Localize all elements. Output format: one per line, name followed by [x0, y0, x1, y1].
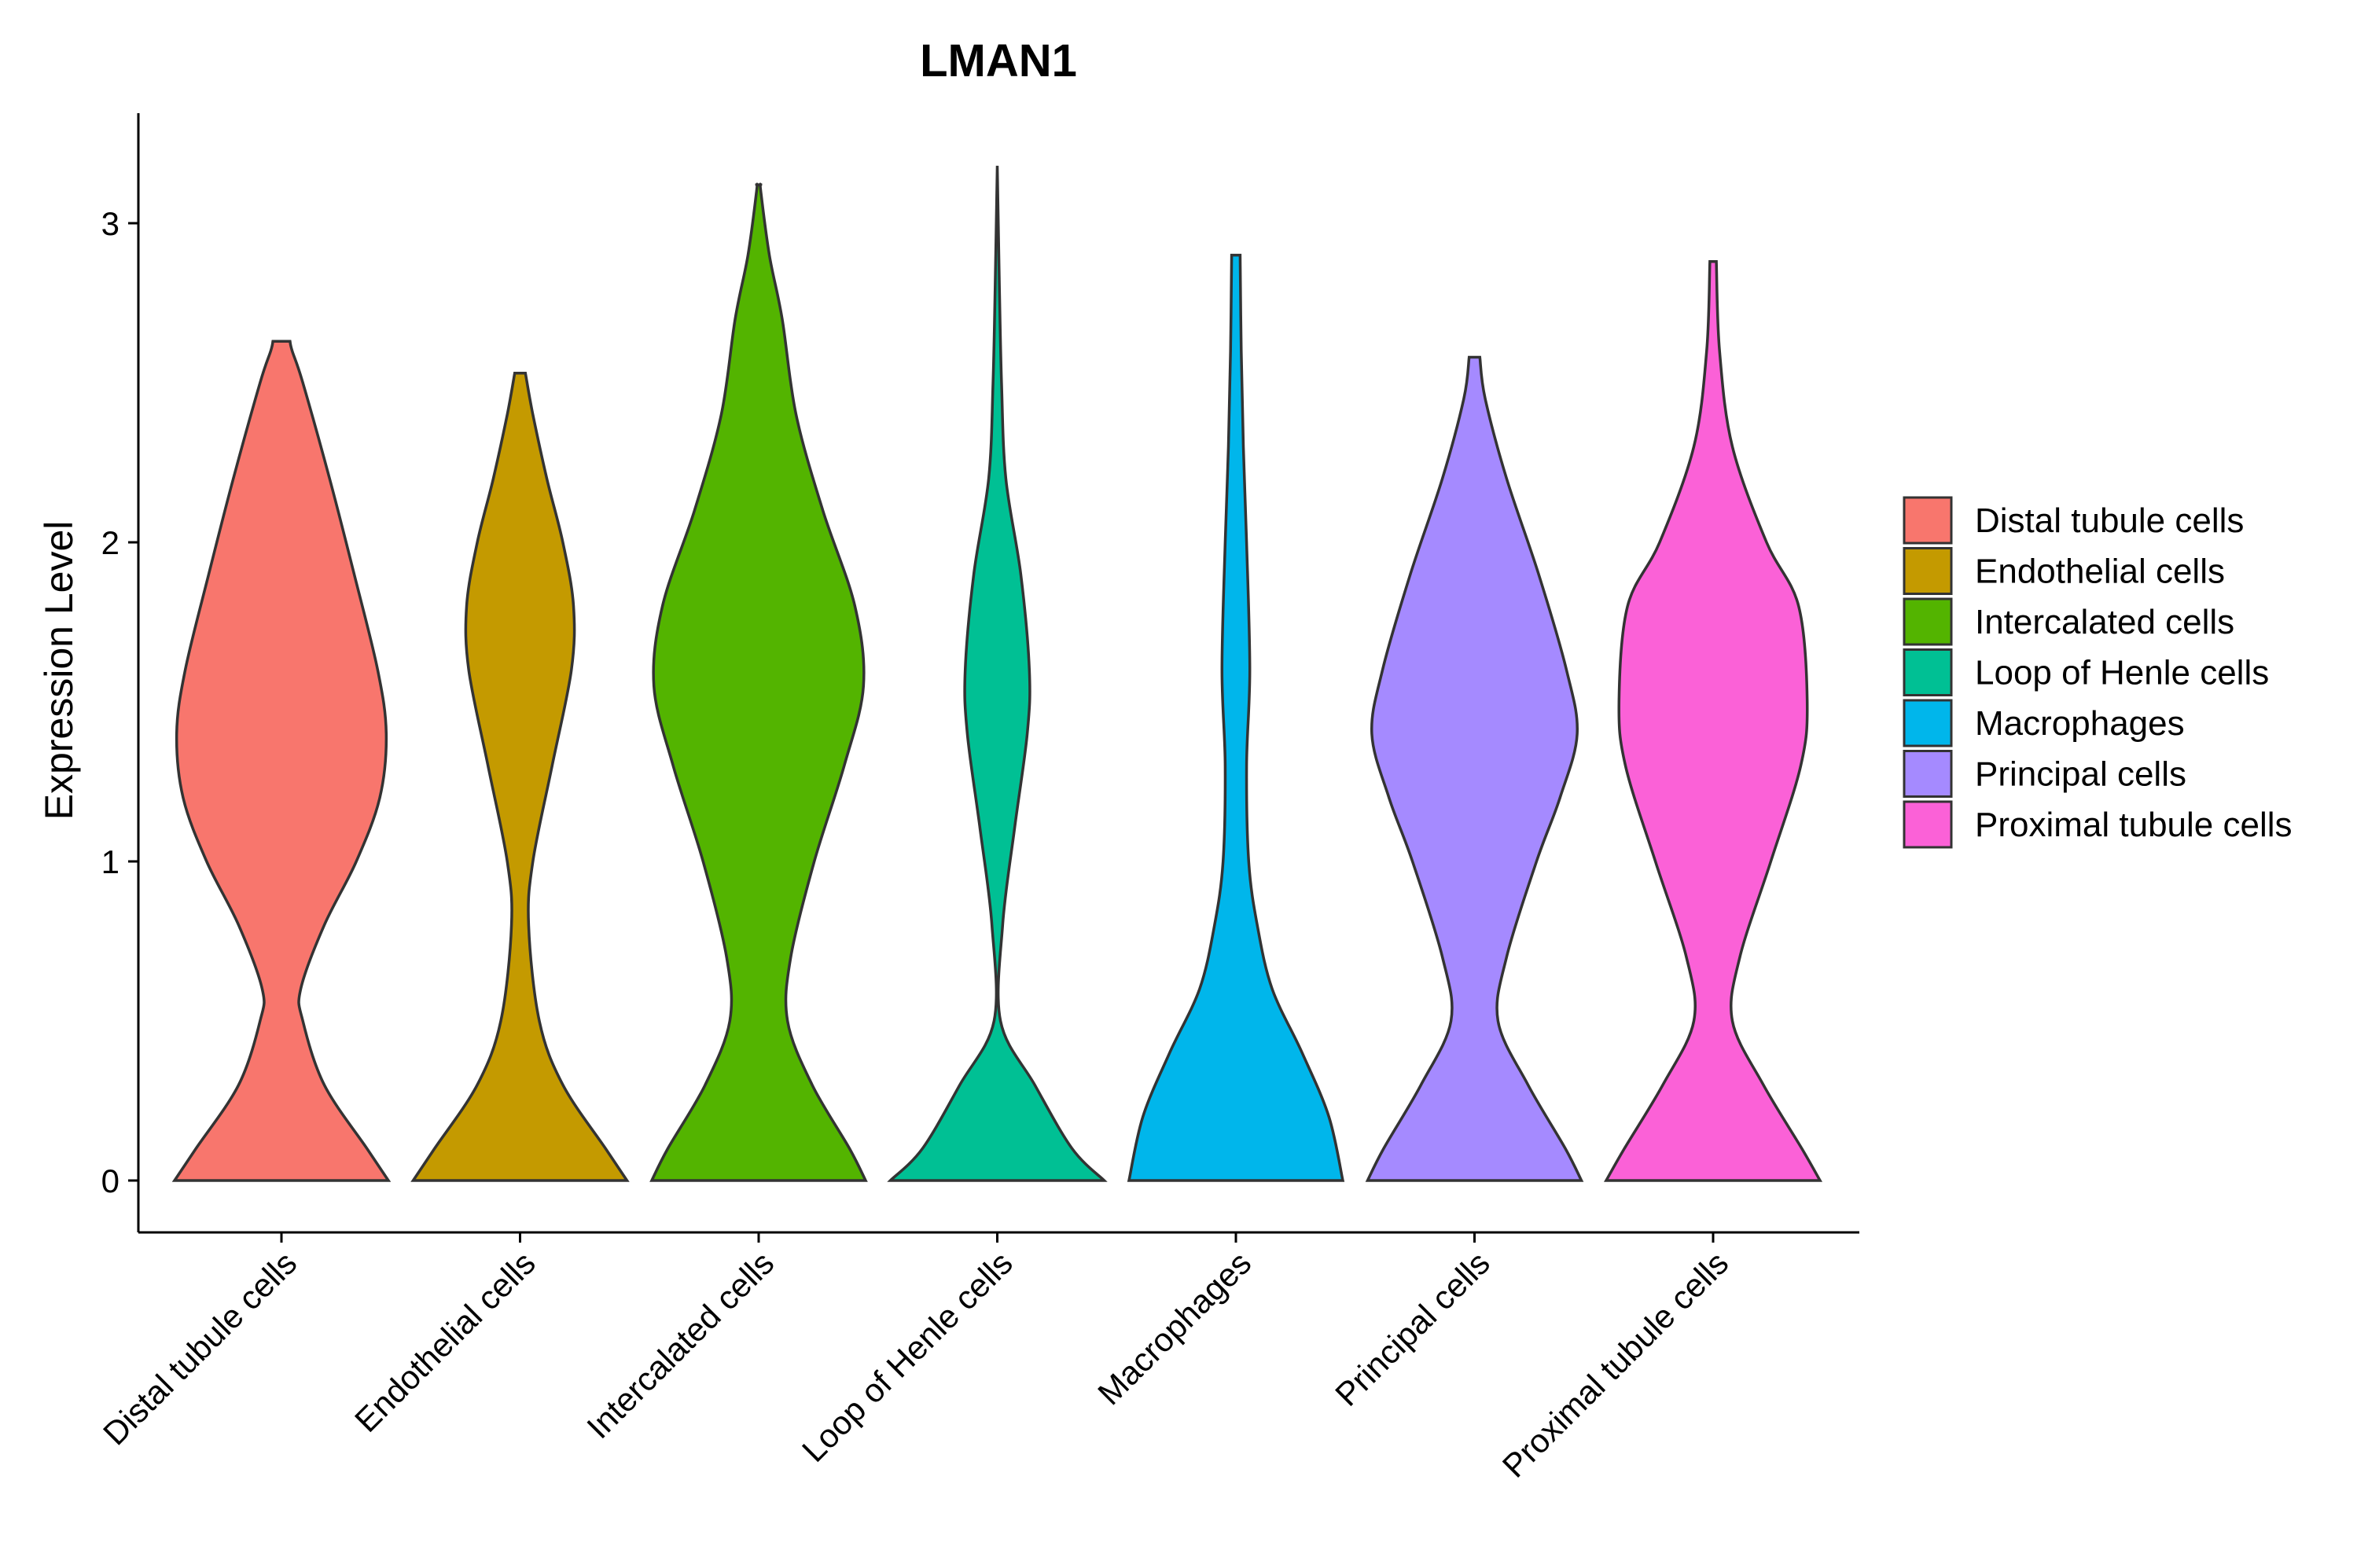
legend-key-loop-of-henle-cells: [1903, 648, 1953, 696]
y-axis-title: Expression Level: [37, 521, 81, 821]
violin-intercalated-cells: [649, 182, 868, 1182]
legend-key-endothelial-cells: [1903, 547, 1953, 595]
x-tick-label-distal-tubule-cells: Distal tubule cells: [96, 1244, 303, 1452]
x-tick-label-loop-of-henle-cells: Loop of Henle cells: [795, 1244, 1020, 1469]
legend-label-intercalated-cells: Intercalated cells: [1975, 603, 2234, 641]
legend-key-principal-cells: [1903, 750, 1953, 798]
legend-label-proximal-tubule-cells: Proximal tubule cells: [1975, 806, 2293, 844]
y-tick-label-0: 0: [101, 1162, 120, 1199]
x-tick-label-principal-cells: Principal cells: [1328, 1244, 1497, 1413]
x-tick-label-intercalated-cells: Intercalated cells: [579, 1244, 781, 1445]
axes-group: [137, 113, 1859, 1234]
legend-label-loop-of-henle-cells: Loop of Henle cells: [1975, 654, 2269, 692]
y-ticks-group: 0 1 2 3: [101, 205, 138, 1199]
x-ticks-group: Distal tubule cells Endothelial cells Inte…: [96, 1232, 1735, 1485]
y-tick-label-2: 2: [101, 524, 120, 561]
legend-key-macrophages: [1903, 699, 1953, 747]
violin-distal-tubule-cells: [171, 340, 392, 1182]
violin-loop-of-henle-cells: [887, 165, 1108, 1182]
violin-macrophages: [1127, 253, 1345, 1182]
legend-label-distal-tubule-cells: Distal tubule cells: [1975, 501, 2244, 540]
violins-group: [171, 165, 1823, 1182]
legend: Distal tubule cells Endothelial cells Inte…: [1903, 496, 2293, 849]
violin-endothelial-cells: [410, 372, 630, 1182]
legend-label-endothelial-cells: Endothelial cells: [1975, 553, 2225, 591]
legend-label-macrophages: Macrophages: [1975, 704, 2185, 743]
y-tick-label-1: 1: [101, 843, 120, 880]
x-tick-label-macrophages: Macrophages: [1090, 1244, 1258, 1412]
violin-proximal-tubule-cells: [1603, 259, 1823, 1182]
legend-key-proximal-tubule-cells: [1903, 800, 1953, 849]
chart-title: LMAN1: [920, 35, 1077, 86]
x-tick-label-proximal-tubule-cells: Proximal tubule cells: [1495, 1244, 1736, 1485]
y-tick-label-3: 3: [101, 205, 120, 242]
violin-principal-cells: [1365, 355, 1584, 1182]
x-tick-label-endothelial-cells: Endothelial cells: [347, 1244, 542, 1439]
legend-label-principal-cells: Principal cells: [1975, 755, 2186, 794]
legend-key-intercalated-cells: [1903, 597, 1953, 646]
legend-key-distal-tubule-cells: [1903, 496, 1953, 545]
